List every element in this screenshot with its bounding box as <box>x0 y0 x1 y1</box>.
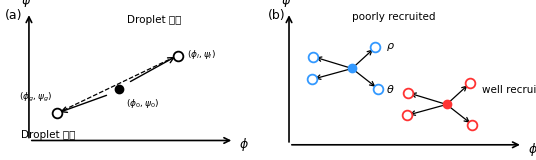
Text: (a): (a) <box>5 9 23 22</box>
Text: $\phi$: $\phi$ <box>528 141 536 158</box>
Text: $\psi$: $\psi$ <box>21 0 32 9</box>
Text: $(\phi_0,\psi_0)$: $(\phi_0,\psi_0)$ <box>125 97 159 110</box>
Text: well recruited: well recruited <box>482 85 536 95</box>
Text: (b): (b) <box>268 9 286 22</box>
Text: $\phi$: $\phi$ <box>239 136 249 153</box>
Text: Droplet 외부: Droplet 외부 <box>20 130 75 140</box>
Text: Droplet 내부: Droplet 내부 <box>126 15 181 25</box>
Text: $\rho$: $\rho$ <box>385 41 394 53</box>
Text: $\theta$: $\theta$ <box>385 83 394 95</box>
Text: poorly recruited: poorly recruited <box>352 12 436 22</box>
Text: $\psi$: $\psi$ <box>281 0 292 9</box>
Text: $(\phi_g,\psi_g)$: $(\phi_g,\psi_g)$ <box>19 91 53 104</box>
Text: $(\phi_l,\psi_l)$: $(\phi_l,\psi_l)$ <box>187 48 215 61</box>
